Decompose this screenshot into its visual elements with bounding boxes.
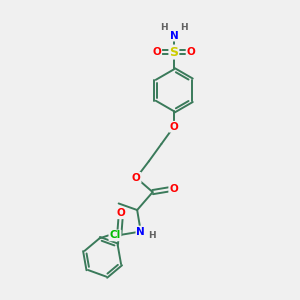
Text: S: S [169,46,178,59]
Text: O: O [187,47,195,57]
Text: O: O [132,173,141,183]
Text: Cl: Cl [110,230,121,240]
Text: O: O [169,184,178,194]
Text: N: N [136,226,145,236]
Text: H: H [148,231,156,240]
Text: O: O [169,122,178,132]
Text: H: H [180,23,187,32]
Text: H: H [160,23,168,32]
Text: O: O [116,208,125,218]
Text: N: N [169,31,178,40]
Text: O: O [152,47,161,57]
